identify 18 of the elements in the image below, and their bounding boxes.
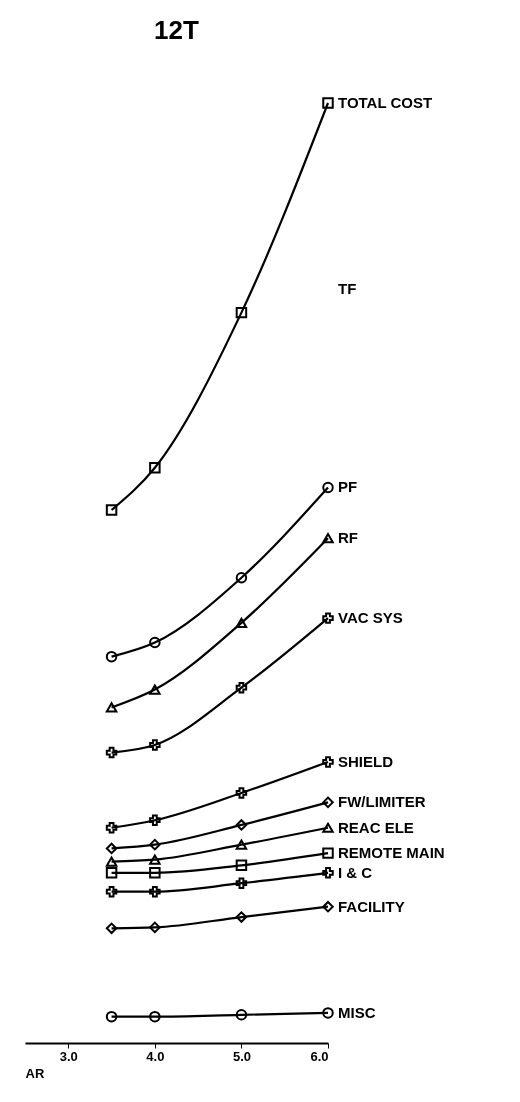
series-label: RF bbox=[338, 529, 358, 547]
x-tick-label: 6.0 bbox=[310, 1048, 329, 1064]
series-label: REMOTE MAIN bbox=[338, 844, 445, 862]
series-label: I & C bbox=[338, 863, 373, 881]
x-axis-title: AR bbox=[25, 1065, 45, 1081]
series-label: PF bbox=[338, 478, 358, 496]
series-label: VAC SYS bbox=[338, 609, 403, 627]
series-label: SHIELD bbox=[338, 752, 394, 770]
chart-title: 12T bbox=[154, 15, 200, 46]
series-label: MISC bbox=[338, 1003, 376, 1021]
series-label: FW/LIMITER bbox=[338, 793, 426, 811]
text: TF bbox=[338, 280, 357, 297]
x-tick-label: 5.0 bbox=[232, 1048, 251, 1064]
series-label: REAC ELE bbox=[338, 818, 414, 836]
series-label: FACILITY bbox=[338, 897, 405, 915]
x-tick-label: 3.0 bbox=[59, 1048, 78, 1064]
series-label: TOTAL COST bbox=[338, 94, 433, 111]
x-tick-label: 4.0 bbox=[146, 1048, 165, 1064]
